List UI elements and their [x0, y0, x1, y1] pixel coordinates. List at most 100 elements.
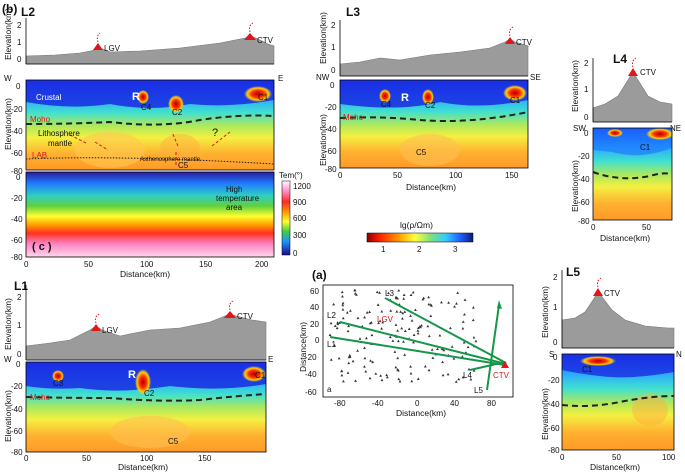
l2-c5-label: C5 — [178, 161, 189, 170]
l5-x-tick: 100 — [662, 453, 676, 462]
l2-ctv-label: CTV — [257, 36, 274, 45]
mt-station — [385, 373, 389, 377]
l3-depth-tick: 0 — [330, 81, 335, 90]
l4-x-tick: 0 — [591, 223, 596, 232]
mt-station — [396, 368, 399, 371]
map-y-tick: -60 — [305, 388, 317, 397]
l4-xlabel: Distance(km) — [600, 233, 650, 243]
mt-station — [394, 323, 398, 326]
mt-station — [376, 303, 380, 306]
mt-station — [348, 353, 352, 357]
mt-station — [472, 369, 476, 372]
l4-title: L4 — [613, 52, 627, 66]
mt-station — [407, 327, 411, 330]
map-y-tick: -40 — [305, 370, 317, 379]
thermal-x-tick: 0 — [24, 260, 29, 269]
mt-station — [389, 309, 393, 312]
map-lgv-label: LGV — [377, 315, 394, 324]
mt-station — [370, 333, 374, 337]
l2-west: W — [4, 74, 12, 83]
l1-depth-tick: -40 — [11, 405, 23, 414]
map-x-tick: 80 — [487, 399, 496, 408]
l2-topography — [25, 18, 275, 65]
mt-station — [394, 365, 398, 369]
l1-ctv-label: CTV — [237, 312, 254, 321]
l4-c1-label: C1 — [640, 143, 651, 152]
l5-depth-tick: -60 — [548, 424, 560, 433]
l1-topo-tick: 0 — [17, 350, 22, 359]
map-line-l4 — [469, 361, 506, 371]
l3-depth-tick: -20 — [325, 103, 337, 112]
l3-depth-tick: -80 — [325, 165, 337, 174]
mt-station — [370, 321, 373, 324]
l2-depth-tick: -80 — [11, 167, 23, 176]
map-xlabel: Distance(km) — [396, 408, 446, 418]
mt-station — [341, 301, 345, 305]
l1-x-tick: 150 — [198, 454, 212, 463]
mt-station — [378, 319, 382, 323]
l2-depth-tick: -40 — [11, 127, 23, 136]
mt-station — [363, 346, 366, 349]
thermal-area-label: area — [226, 203, 243, 212]
l5-resistivity-section: C1 — [561, 353, 675, 451]
mt-station — [380, 378, 384, 382]
mt-station — [471, 306, 475, 309]
mt-station — [371, 360, 375, 364]
l4-depth-tick: -40 — [578, 175, 590, 184]
map-l2-label: L2 — [327, 311, 336, 320]
mt-station — [462, 340, 466, 344]
l2-depth-tick: 0 — [16, 82, 21, 91]
l5-ctv-volcano: CTV — [593, 277, 621, 298]
mt-station — [381, 320, 385, 324]
mt-station — [397, 377, 401, 381]
l5-depth-tick: -80 — [548, 446, 560, 455]
thermal-x-tick: 50 — [84, 260, 93, 269]
l5-ctv-label: CTV — [604, 289, 621, 298]
l3-topo-ylabel: Elevation(km) — [318, 12, 328, 64]
mt-station — [409, 365, 412, 368]
l3-title: L3 — [346, 5, 360, 19]
l2-depth-tick: -20 — [11, 105, 23, 114]
map-l3-label: L3 — [385, 289, 394, 298]
mt-station — [396, 329, 400, 332]
l2-c2-label: C2 — [172, 108, 183, 117]
res-tick: 3 — [453, 245, 458, 254]
mt-station — [341, 308, 345, 311]
mt-station — [423, 365, 427, 368]
mt-station — [399, 310, 403, 313]
l3-topo-tick: 1 — [331, 43, 336, 52]
mt-station — [403, 310, 407, 313]
l5-topo-tick: 2 — [553, 273, 558, 282]
l3-ctv-label: CTV — [516, 38, 533, 47]
mt-station — [346, 329, 350, 333]
mt-station — [351, 359, 355, 363]
l1-ctv-volcano: CTV — [224, 300, 254, 321]
mt-station — [409, 314, 412, 317]
mt-station — [342, 379, 345, 383]
mt-station — [414, 308, 417, 312]
temperature-colorbar: Tem(°) 1200 900 600 300 0 — [279, 171, 311, 258]
l2-crustal-label: Crustal — [36, 93, 62, 102]
thermal-high-label: High — [226, 185, 242, 194]
l2-east: E — [278, 74, 283, 83]
l3-depth-tick: -40 — [325, 125, 337, 134]
l5-c1-label: C1 — [582, 365, 593, 374]
l2-lgv-label: LGV — [104, 44, 121, 53]
mt-station — [333, 343, 336, 347]
mt-station — [446, 372, 450, 376]
station-map: L3 L2 L1 L4 L5 LGV CTV a Distance(km) 60… — [298, 284, 514, 418]
mt-station — [430, 304, 433, 307]
l2-ctv-volcano: CTV — [244, 22, 274, 45]
l2-depth-ylabel: Elevation(km) — [3, 98, 13, 150]
l2-r-label: R — [132, 91, 140, 103]
mt-station — [354, 379, 357, 382]
thermal-xlabel: Distance(km) — [120, 269, 170, 279]
mt-station — [430, 348, 434, 351]
l3-c4-label: C4 — [381, 100, 392, 109]
mt-station — [466, 345, 470, 349]
mt-station — [426, 324, 430, 328]
mt-station — [379, 374, 383, 377]
l2-asthenosphere-label: Asthenosphere mantle — [140, 157, 201, 163]
mt-station — [416, 331, 420, 335]
mt-station — [427, 295, 431, 299]
